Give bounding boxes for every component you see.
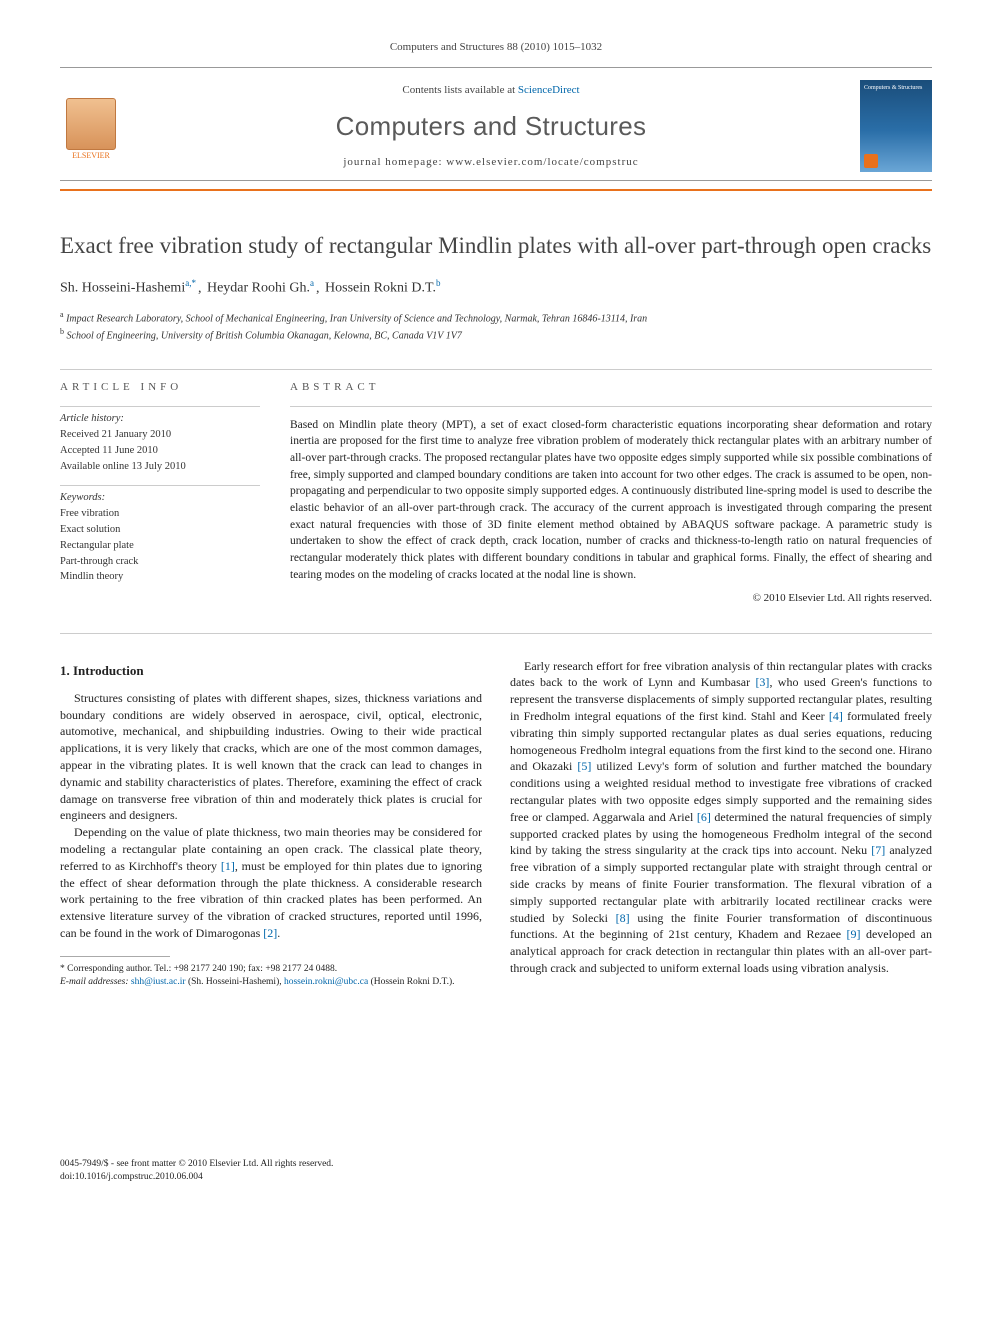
history-item: Received 21 January 2010 — [60, 427, 260, 443]
keyword: Part-through crack — [60, 554, 260, 570]
publisher-name: ELSEVIER — [72, 150, 110, 161]
divider — [60, 406, 260, 407]
author-mark: b — [436, 278, 441, 288]
contents-prefix: Contents lists available at — [402, 84, 517, 96]
keyword: Exact solution — [60, 522, 260, 538]
intro-para-3: Early research effort for free vibration… — [510, 658, 932, 977]
journal-homepage-line: journal homepage: www.elsevier.com/locat… — [140, 155, 842, 170]
article-title: Exact free vibration study of rectangula… — [60, 231, 932, 261]
accent-rule — [60, 189, 932, 191]
keyword: Mindlin theory — [60, 569, 260, 585]
homepage-prefix: journal homepage: — [343, 156, 446, 168]
email-link[interactable]: hossein.rokni@ubc.ca — [284, 977, 368, 987]
history-item: Accepted 11 June 2010 — [60, 443, 260, 459]
author-mark: a,* — [185, 278, 196, 288]
doi: doi:10.1016/j.compstruc.2010.06.004 — [60, 1171, 333, 1184]
affil-mark: b — [60, 327, 64, 336]
page-footer: 0045-7949/$ - see front matter © 2010 El… — [60, 1158, 932, 1185]
email-addresses-line: E-mail addresses: shh@iust.ac.ir (Sh. Ho… — [60, 976, 482, 989]
corresponding-author-note: * Corresponding author. Tel.: +98 2177 2… — [60, 963, 482, 976]
article-info-heading: ARTICLE INFO — [60, 370, 260, 405]
issn-copyright: 0045-7949/$ - see front matter © 2010 El… — [60, 1158, 333, 1171]
author: Hossein Rokni D.T. — [325, 281, 436, 296]
publisher-logo: ELSEVIER — [60, 91, 122, 161]
citation-4[interactable]: [4] — [829, 709, 843, 723]
author: Heydar Roohi Gh. — [207, 281, 310, 296]
citation-2[interactable]: [2] — [263, 926, 277, 940]
citation-8[interactable]: [8] — [616, 911, 630, 925]
keyword: Rectangular plate — [60, 538, 260, 554]
abstract-column: ABSTRACT Based on Mindlin plate theory (… — [290, 370, 932, 607]
intro-para-2: Depending on the value of plate thicknes… — [60, 824, 482, 942]
affiliation-text: School of Engineering, University of Bri… — [67, 330, 462, 341]
contents-available-line: Contents lists available at ScienceDirec… — [140, 83, 842, 98]
journal-name: Computers and Structures — [140, 108, 842, 144]
history-label: Article history: — [60, 411, 260, 427]
article-info-column: ARTICLE INFO Article history: Received 2… — [60, 370, 260, 607]
footnote-separator — [60, 956, 170, 957]
intro-para-1: Structures consisting of plates with dif… — [60, 690, 482, 824]
cover-text: Computers & Structures — [864, 85, 922, 91]
citation-3[interactable]: [3] — [755, 675, 769, 689]
citation-5[interactable]: [5] — [577, 759, 591, 773]
affiliations: a Impact Research Laboratory, School of … — [60, 309, 932, 344]
homepage-url[interactable]: www.elsevier.com/locate/compstruc — [446, 156, 638, 168]
author: Sh. Hosseini-Hashemi — [60, 281, 185, 296]
affiliation-text: Impact Research Laboratory, School of Me… — [66, 313, 647, 324]
abstract-heading: ABSTRACT — [290, 370, 932, 405]
keyword: Free vibration — [60, 506, 260, 522]
body-columns: 1. Introduction Structures consisting of… — [60, 658, 932, 1138]
journal-reference: Computers and Structures 88 (2010) 1015–… — [60, 40, 932, 55]
header-center: Contents lists available at ScienceDirec… — [140, 83, 842, 170]
author-mark: a — [310, 278, 314, 288]
abstract-copyright: © 2010 Elsevier Ltd. All rights reserved… — [290, 591, 932, 606]
sciencedirect-link[interactable]: ScienceDirect — [518, 84, 580, 96]
keywords-label: Keywords: — [60, 490, 260, 506]
affil-mark: a — [60, 310, 64, 319]
citation-1[interactable]: [1] — [221, 859, 235, 873]
history-item: Available online 13 July 2010 — [60, 459, 260, 475]
email-label: E-mail addresses: — [60, 977, 131, 987]
footer-left: 0045-7949/$ - see front matter © 2010 El… — [60, 1158, 333, 1185]
divider — [60, 633, 932, 634]
abstract-text: Based on Mindlin plate theory (MPT), a s… — [290, 407, 932, 584]
section-heading-intro: 1. Introduction — [60, 662, 482, 680]
divider — [60, 485, 260, 486]
elsevier-tree-icon — [66, 98, 116, 150]
article-meta-row: ARTICLE INFO Article history: Received 2… — [60, 370, 932, 607]
citation-6[interactable]: [6] — [697, 810, 711, 824]
email-link[interactable]: shh@iust.ac.ir — [131, 977, 186, 987]
author-list: Sh. Hosseini-Hashemia,*, Heydar Roohi Gh… — [60, 277, 932, 298]
journal-cover-thumbnail: Computers & Structures — [860, 80, 932, 172]
citation-9[interactable]: [9] — [847, 927, 861, 941]
citation-7[interactable]: [7] — [871, 843, 885, 857]
journal-header: ELSEVIER Contents lists available at Sci… — [60, 67, 932, 181]
footnotes: * Corresponding author. Tel.: +98 2177 2… — [60, 963, 482, 990]
